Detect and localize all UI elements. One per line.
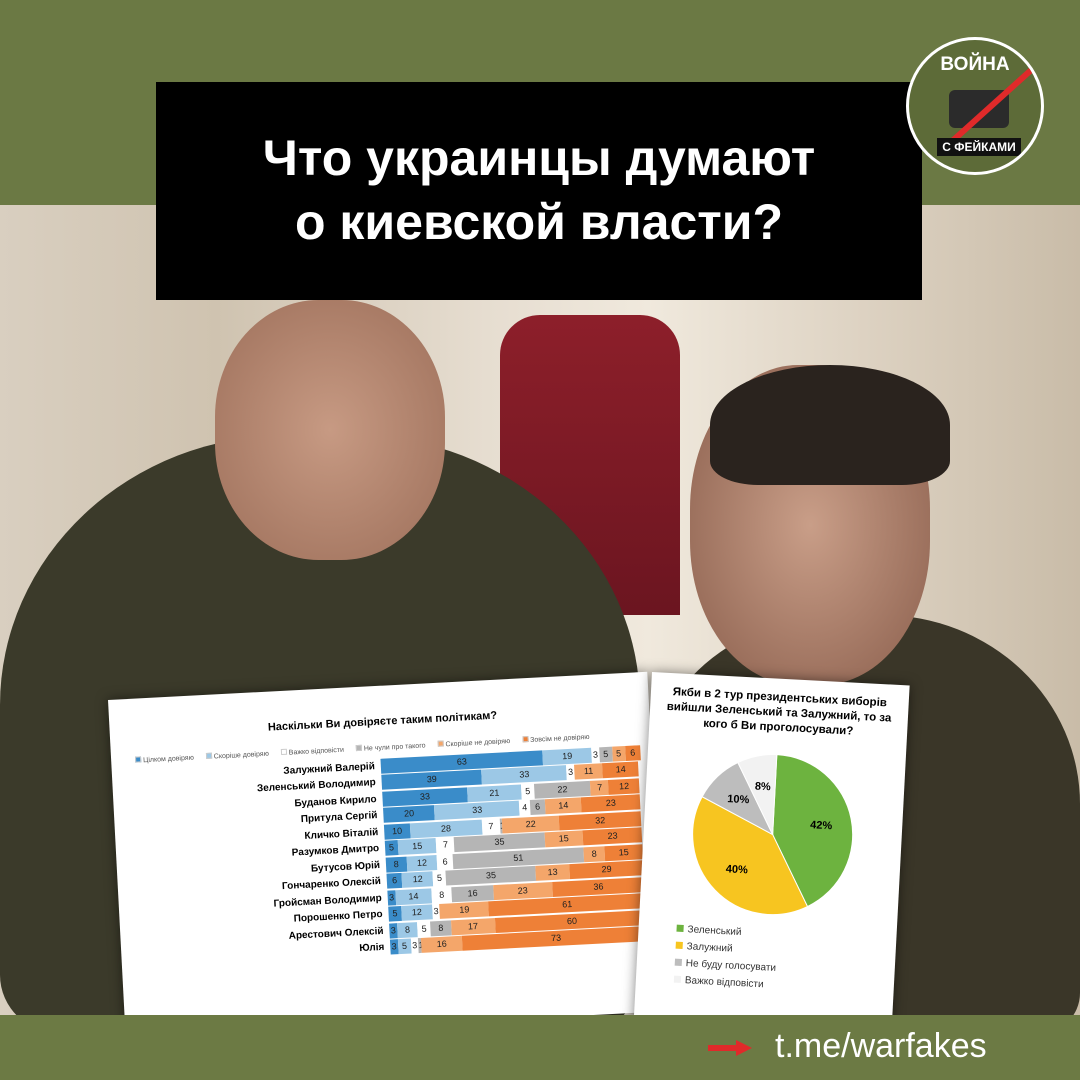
bar-segment: 8: [396, 921, 419, 938]
legend-swatch: [676, 924, 684, 933]
legend-label: Не буду голосувати: [685, 958, 777, 974]
bar-segment: 12: [406, 854, 438, 872]
bar-segment: 23: [582, 827, 643, 846]
legend-swatch: [355, 744, 362, 752]
bar-segment: 12: [401, 871, 434, 889]
bar-segment: 14: [395, 888, 432, 905]
pie-chart-card: Якби в 2 тур президентських виборів вийш…: [633, 672, 910, 1046]
bar-segment: 11: [574, 763, 604, 780]
arrow-right-icon: [708, 1040, 752, 1056]
legend-label: Скоріше довіряю: [213, 750, 270, 761]
trust-chart-card: Наскільки Ви довіряєте таким політикам? …: [108, 671, 666, 1040]
legend-swatch: [280, 748, 287, 756]
pie-label: 40%: [725, 863, 748, 876]
legend-label: Важко відповісти: [684, 975, 764, 991]
headline-line-2: о киевской власти?: [294, 194, 784, 250]
legend-item: Зовсім не довіряю: [521, 733, 590, 745]
legend-label: Зеленський: [687, 924, 742, 939]
bar-segment: 15: [544, 830, 584, 848]
bar-segment: 5: [417, 921, 431, 937]
bar-segment: 10: [383, 823, 411, 840]
legend-swatch: [673, 975, 682, 983]
bar-segment: 20: [383, 805, 436, 823]
bar-segment: 15: [397, 838, 437, 856]
pie-slice: [692, 796, 809, 916]
legend-swatch: [521, 736, 529, 743]
legend-label: Не чули про такого: [363, 742, 426, 753]
bar-segment: 21: [466, 784, 522, 803]
bar-segment: 22: [502, 815, 560, 834]
bar-segment: 5: [388, 906, 402, 922]
bar-segment: 12: [401, 904, 433, 922]
legend-swatch: [437, 740, 444, 747]
bar-segment: 8: [430, 920, 452, 937]
legend-item: Скоріше не довіряю: [437, 737, 510, 749]
bottom-band: [0, 1015, 1080, 1080]
legend-label: Скоріше не довіряю: [445, 738, 511, 749]
trust-chart-rows: Залужний Валерій 63 19 3 5 5 6 Зеленський Волод…: [126, 744, 654, 969]
bar-segment: 8: [431, 887, 453, 904]
bar-segment: 14: [602, 761, 640, 779]
bar-segment: 23: [580, 794, 641, 813]
person-left-head: [215, 300, 445, 560]
legend-label: Зовсім не довіряю: [530, 733, 590, 744]
headline-box: Что украинцы думают о киевской власти?: [156, 82, 922, 300]
legend-swatch: [205, 752, 212, 759]
pie-slice: [772, 754, 854, 908]
bar-segment: 5: [598, 746, 613, 763]
bar-segment: 5: [384, 840, 399, 856]
bar-segment: 7: [590, 779, 610, 796]
legend-label: Цілком довіряю: [143, 754, 195, 765]
bar-segment: 12: [608, 778, 640, 795]
pie-label: 8%: [755, 781, 772, 794]
bar-segment: 8: [385, 856, 407, 873]
bar-segment: 14: [544, 797, 582, 815]
pie-chart: 42% 40% 10% 8%: [692, 754, 854, 916]
legend-item: Важко відповісти: [280, 746, 345, 757]
bar-segment: 5: [432, 870, 447, 887]
legend-item: Скоріше довіряю: [205, 750, 270, 761]
bar-segment: 19: [542, 747, 593, 766]
person-right-hair: [710, 365, 950, 485]
pie-label: 42%: [810, 819, 833, 832]
bar-segment: 15: [604, 843, 644, 861]
bar-segment: 6: [437, 853, 454, 870]
telegram-link[interactable]: t.me/warfakes: [775, 1027, 987, 1065]
bar-segment: 16: [451, 884, 494, 903]
bar-segment: 23: [492, 881, 553, 900]
bar-segment: 22: [533, 780, 592, 799]
war-on-fakes-logo: ВОЙНА С ФЕЙКАМИ: [906, 37, 1044, 175]
pie-label: 10%: [727, 793, 750, 806]
legend-swatch: [674, 958, 683, 966]
bar-segment: 13: [535, 864, 570, 882]
background-photo: [0, 205, 1080, 1015]
legend-swatch: [135, 756, 142, 763]
bar-segment: 6: [624, 744, 641, 761]
bar-segment: 6: [529, 799, 546, 816]
bar-segment: 17: [450, 917, 496, 936]
legend-swatch: [675, 941, 683, 949]
bar-segment: 5: [611, 745, 626, 762]
pie-chart-title: Якби в 2 тур президентських виборів вийш…: [666, 686, 892, 738]
legend-label: Залужний: [686, 941, 733, 955]
bar-segment: 19: [439, 901, 490, 920]
bar-segment: 7: [481, 818, 501, 835]
pie-legend: Зеленський Залужний Не буду голосувати Важк…: [646, 919, 887, 999]
bar-segment: 5: [520, 783, 535, 800]
bar-segment: 6: [386, 873, 403, 889]
logo-text-top: ВОЙНА: [940, 54, 1010, 75]
headline-line-1: Что украинцы думают: [262, 130, 816, 186]
bar-segment: 7: [436, 837, 455, 854]
legend-label: Важко відповісти: [288, 746, 345, 757]
bar-segment: 16: [420, 936, 463, 954]
bar-segment: 5: [397, 938, 412, 955]
logo-text-bottom: С ФЕЙКАМИ: [937, 138, 1021, 156]
bar-segment: 8: [583, 845, 605, 863]
legend-item: Не чули про такого: [355, 741, 426, 753]
legend-item: Цілком довіряю: [135, 754, 194, 765]
pie-slice: [737, 754, 778, 835]
